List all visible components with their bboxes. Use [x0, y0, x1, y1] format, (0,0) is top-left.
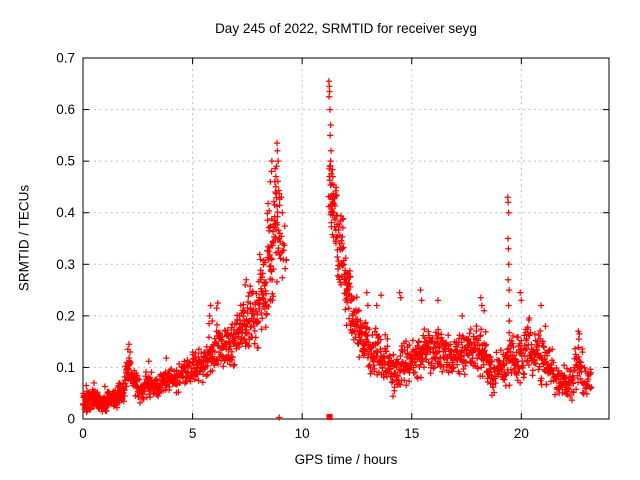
y-tick-label: 0.1: [56, 360, 75, 375]
x-axis-label: GPS time / hours: [294, 452, 398, 467]
square-marker: [326, 413, 333, 420]
y-tick-label: 0.3: [56, 257, 75, 272]
y-tick-label: 0.4: [56, 205, 75, 220]
y-tick-label: 0: [67, 412, 75, 427]
y-tick-label: 0.2: [56, 308, 75, 323]
y-tick-label: 0.6: [56, 102, 75, 117]
x-tick-label: 0: [79, 426, 87, 441]
x-tick-label: 15: [404, 426, 419, 441]
x-tick-label: 5: [189, 426, 197, 441]
x-tick-label: 10: [295, 426, 310, 441]
scatter-points: [80, 78, 595, 421]
chart-title: Day 245 of 2022, SRMTID for receiver sey…: [215, 21, 477, 36]
y-tick-label: 0.5: [56, 154, 75, 169]
y-axis-label: SRMTID / TECUs: [16, 184, 32, 292]
y-tick-label: 0.7: [56, 51, 75, 66]
x-tick-label: 20: [514, 426, 529, 441]
